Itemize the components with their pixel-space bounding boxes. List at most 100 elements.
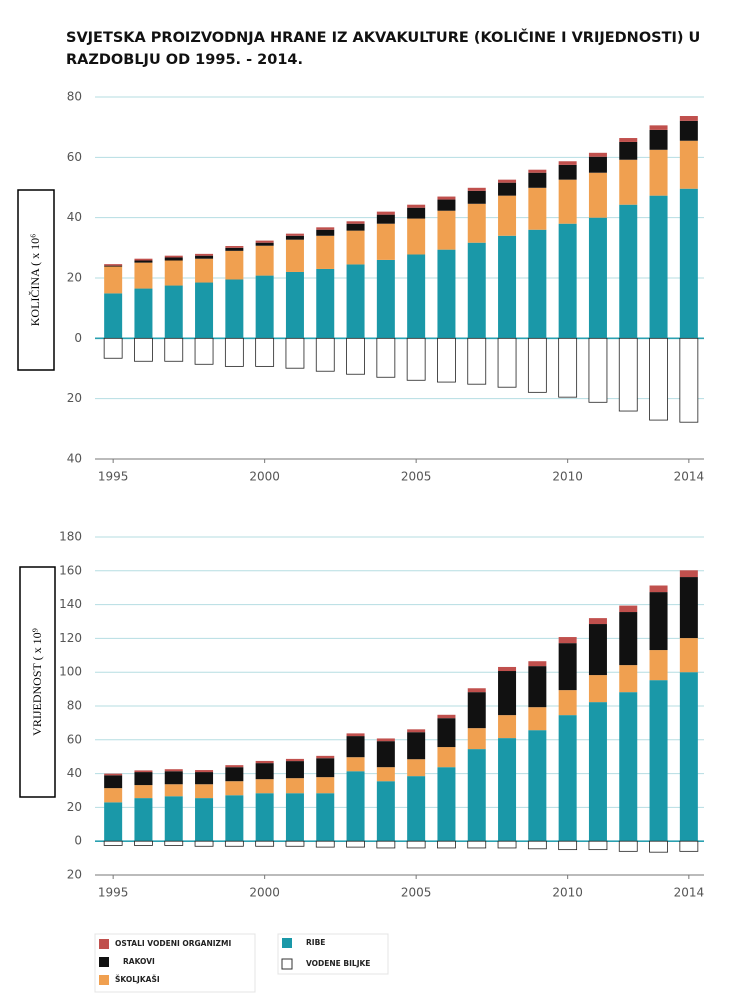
- x-tick-label: 2000: [249, 470, 280, 484]
- bar-segment: [437, 210, 456, 250]
- bar-segment: [376, 259, 395, 339]
- legend-box: [277, 933, 389, 975]
- legend-swatch: [99, 957, 109, 967]
- bar-segment: [164, 784, 183, 797]
- bar-segment: [164, 796, 183, 842]
- bar-segment: [134, 337, 153, 362]
- legend-swatch: [99, 975, 109, 985]
- bar-segment: [346, 771, 365, 842]
- bar-segment: [498, 715, 517, 739]
- bar-segment: [649, 195, 668, 339]
- bar-segment: [467, 187, 486, 191]
- bar-segment: [558, 164, 577, 180]
- bar-segment: [103, 840, 123, 846]
- bar-segment: [225, 279, 244, 339]
- bar-segment: [285, 778, 304, 794]
- y-tick-label: 60: [67, 150, 82, 164]
- legend-swatch: [282, 938, 292, 948]
- bar-segment: [225, 765, 244, 768]
- bar-segment: [467, 749, 486, 842]
- bar-segment: [104, 266, 123, 294]
- bar-segment: [649, 585, 668, 593]
- y-tick-label: 40: [67, 452, 82, 466]
- bar-segment: [164, 257, 183, 261]
- chart-title: SVJETSKA PROIZVODNJA HRANE IZ AKVAKULTUR…: [66, 28, 700, 46]
- bar-segment: [164, 255, 183, 258]
- legend-label: RIBE: [306, 938, 325, 947]
- bar-segment: [619, 159, 638, 205]
- bar-segment: [346, 733, 365, 737]
- bar-segment: [376, 223, 395, 260]
- bar-segment: [437, 337, 456, 383]
- bar-segment: [134, 260, 153, 263]
- bar-segment: [498, 182, 517, 196]
- bar-segment: [407, 729, 426, 733]
- bar-segment: [104, 265, 123, 267]
- bar-segment: [376, 741, 395, 768]
- bar-segment: [225, 250, 244, 280]
- bar-segment: [255, 840, 275, 847]
- bar-segment: [588, 337, 608, 403]
- bar-segment: [679, 840, 699, 852]
- bar-segment: [134, 840, 153, 846]
- bar-segment: [225, 247, 244, 251]
- bar-segment: [134, 798, 153, 842]
- bar-segment: [467, 337, 487, 385]
- bar-segment: [528, 229, 547, 339]
- bar-segment: [346, 264, 365, 339]
- bar-segment: [346, 223, 365, 231]
- bar-segment: [618, 337, 638, 412]
- bar-segment: [588, 675, 607, 703]
- y-tick-label: 180: [59, 530, 82, 544]
- bar-segment: [164, 260, 183, 286]
- bar-segment: [649, 125, 668, 130]
- bar-segment: [528, 730, 547, 842]
- bar-segment: [619, 692, 638, 842]
- x-tick-label: 2005: [401, 470, 432, 484]
- bar-segment: [437, 199, 456, 211]
- bar-segment: [104, 773, 123, 776]
- bar-segment: [285, 337, 305, 369]
- y-tick-label: 0: [74, 834, 82, 848]
- bar-segment: [679, 116, 698, 121]
- bar-segment: [558, 161, 577, 165]
- x-tick-label: 2014: [674, 470, 705, 484]
- bar-segment: [437, 767, 456, 842]
- bar-segment: [315, 337, 335, 372]
- bar-segment: [467, 688, 486, 693]
- y-tick-label: 120: [59, 631, 82, 645]
- y-tick-label: 20: [67, 868, 82, 882]
- bar-segment: [376, 781, 395, 842]
- bar-segment: [528, 666, 547, 708]
- bar-segment: [649, 149, 668, 196]
- bar-segment: [164, 771, 183, 785]
- bar-segment: [498, 235, 517, 339]
- bar-segment: [437, 249, 456, 339]
- bar-segment: [195, 770, 214, 773]
- bar-segment: [376, 767, 395, 782]
- bar-segment: [588, 618, 607, 625]
- bar-segment: [467, 692, 486, 729]
- bar-segment: [528, 172, 547, 188]
- bar-segment: [164, 285, 183, 339]
- bar-segment: [134, 288, 153, 339]
- bar-segment: [346, 757, 365, 772]
- bar-segment: [195, 253, 214, 256]
- y-axis-label: KOLIČINA ( x 10⁶: [28, 234, 42, 327]
- bar-segment: [134, 770, 153, 773]
- x-tick-label: 1995: [98, 886, 129, 900]
- bar-segment: [467, 190, 486, 204]
- bar-segment: [376, 337, 396, 378]
- x-tick-label: 2005: [401, 886, 432, 900]
- bar-segment: [407, 204, 426, 208]
- legend-label: VODENE BILJKE: [306, 959, 370, 968]
- bar-segment: [649, 592, 668, 651]
- bar-segment: [619, 141, 638, 160]
- bar-segment: [255, 242, 274, 246]
- legend-swatch: [99, 939, 109, 949]
- bar-segment: [255, 245, 274, 276]
- bar-segment: [376, 840, 396, 849]
- bar-segment: [285, 758, 304, 762]
- bar-segment: [407, 732, 426, 760]
